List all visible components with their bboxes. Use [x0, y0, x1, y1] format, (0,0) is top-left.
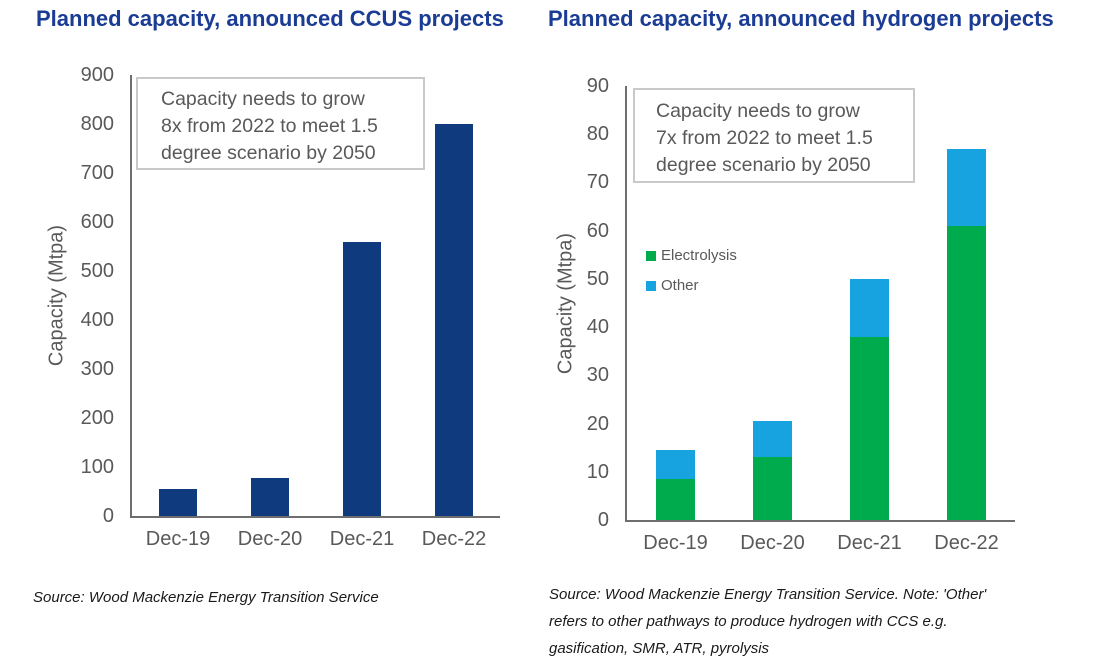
y-tick-label: 0 — [597, 509, 609, 531]
y-tick-label: 900 — [80, 64, 114, 86]
y-tick-label: 800 — [80, 113, 114, 135]
legend-swatch-icon — [646, 280, 656, 291]
bar-ccus-dec-22 — [435, 124, 473, 516]
bar-electrolysis-dec-19 — [656, 479, 695, 520]
bar-ccus-dec-20 — [251, 477, 289, 516]
hydrogen-plot-area: 0 10 20 30 40 50 60 70 80 90 Dec-19 Dec-20 Dec-21 Dec… — [587, 76, 1015, 554]
hydrogen-chart-title: Planned capacity, announced hydrogen pro… — [548, 6, 1054, 31]
hydrogen-source: Source: Wood Mackenzie Energy Transition… — [549, 586, 987, 657]
ccus-plot-area: 0 100 200 300 400 500 600 700 800 900 Dec-19 Dec-20… — [81, 65, 500, 550]
bar-other-dec-21 — [850, 278, 889, 337]
y-tick-label: 500 — [80, 260, 114, 282]
y-tick-label: 70 — [586, 171, 609, 194]
y-tick-label: 700 — [80, 162, 114, 184]
y-tick-label: 200 — [80, 407, 114, 429]
y-tick-label: 100 — [80, 456, 114, 478]
bar-other-dec-20 — [753, 421, 792, 458]
x-tick-label: Dec-20 — [237, 528, 303, 550]
legend: Electrolysis Other — [646, 247, 737, 294]
legend-item-other: Other — [646, 277, 737, 294]
y-tick-label: 10 — [586, 460, 609, 483]
x-tick-label: Dec-19 — [643, 532, 708, 554]
y-tick-label: 20 — [586, 412, 609, 435]
bar-other-dec-22 — [947, 148, 986, 226]
y-tick-label: 0 — [102, 505, 114, 527]
bar-other-dec-19 — [656, 450, 695, 480]
y-tick-label: 30 — [586, 364, 609, 387]
bar-electrolysis-dec-22 — [947, 225, 986, 520]
ccus-y-axis-label: Capacity (Mtpa) — [45, 224, 68, 367]
x-tick-label: Dec-22 — [421, 528, 487, 550]
y-tick-label: 300 — [80, 358, 114, 380]
ccus-annotation: Capacity needs to grow 8x from 2022 to m… — [136, 77, 425, 170]
legend-label: Other — [661, 277, 699, 294]
y-tick-label: 80 — [586, 123, 609, 146]
ccus-source: Source: Wood Mackenzie Energy Transition… — [33, 589, 379, 606]
y-tick-label: 40 — [586, 316, 609, 339]
y-tick-label: 600 — [80, 211, 114, 233]
y-tick-label: 90 — [586, 75, 609, 97]
legend-label: Electrolysis — [661, 247, 737, 264]
x-tick-label: Dec-21 — [329, 528, 395, 550]
y-tick-label: 50 — [586, 267, 609, 290]
bar-electrolysis-dec-20 — [753, 457, 792, 520]
x-tick-label: Dec-19 — [145, 528, 211, 550]
y-tick-label: 400 — [80, 309, 114, 331]
legend-item-electrolysis: Electrolysis — [646, 247, 737, 264]
bar-electrolysis-dec-21 — [850, 336, 889, 520]
bar-ccus-dec-19 — [159, 489, 197, 516]
x-tick-label: Dec-21 — [837, 532, 902, 554]
ccus-chart-title: Planned capacity, announced CCUS project… — [36, 6, 504, 31]
x-tick-label: Dec-22 — [934, 532, 999, 554]
legend-swatch-icon — [646, 250, 656, 261]
bar-ccus-dec-21 — [343, 241, 381, 516]
hydrogen-annotation: Capacity needs to grow 7x from 2022 to m… — [633, 88, 915, 183]
x-tick-label: Dec-20 — [740, 532, 805, 554]
y-tick-label: 60 — [586, 219, 609, 242]
hydrogen-y-axis-label: Capacity (Mtpa) — [554, 232, 577, 375]
